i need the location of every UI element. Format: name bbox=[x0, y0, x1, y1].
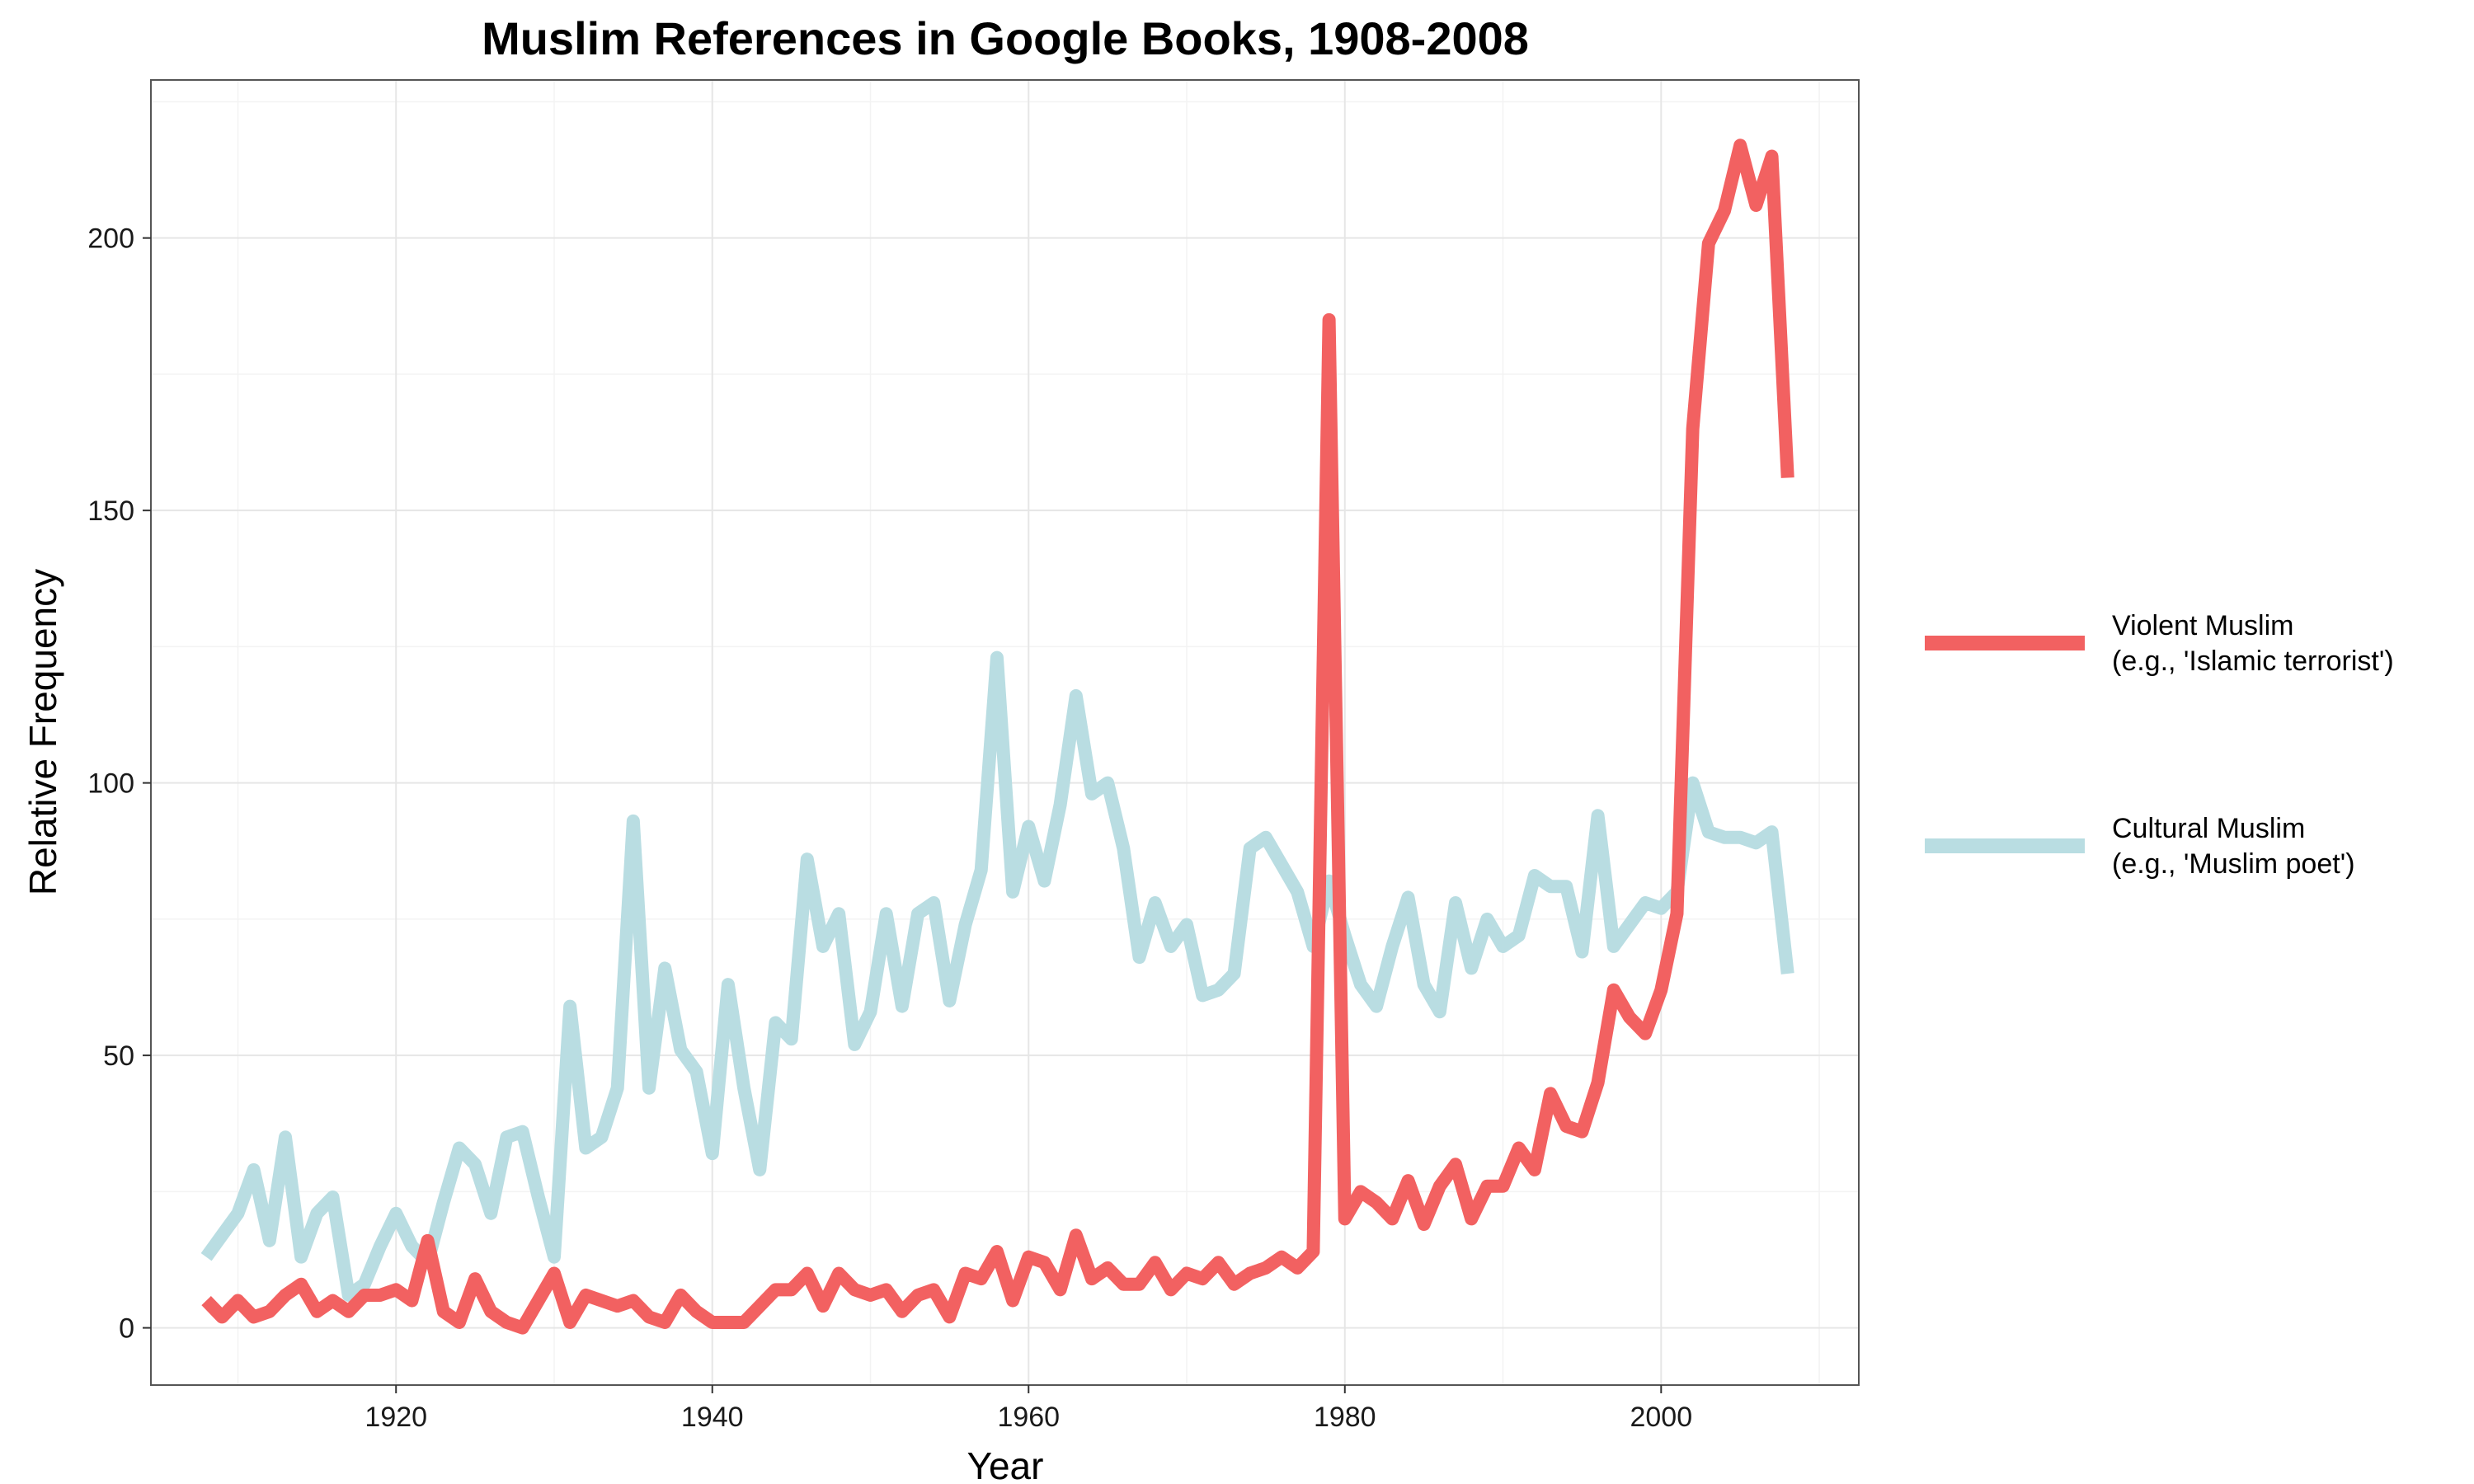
y-axis-title: Relative Frequency bbox=[21, 569, 64, 895]
x-tick-label: 1920 bbox=[365, 1402, 427, 1433]
legend: Violent Muslim (e.g., 'Islamic terrorist'… bbox=[1925, 610, 2394, 880]
chart-title: Muslim References in Google Books, 1908-… bbox=[482, 12, 1529, 64]
x-tick-label: 1980 bbox=[1314, 1402, 1376, 1433]
minor-gridlines bbox=[151, 80, 1859, 1385]
y-tick-label: 200 bbox=[87, 223, 134, 255]
y-tick-label: 150 bbox=[87, 495, 134, 527]
x-tick-label: 1960 bbox=[997, 1402, 1060, 1433]
legend-sublabel-cultural-muslim: (e.g., 'Muslim poet') bbox=[2112, 848, 2355, 880]
x-axis-title: Year bbox=[967, 1444, 1044, 1484]
x-axis: 1920 1940 1960 1980 2000 bbox=[365, 1385, 1692, 1433]
y-tick-label: 0 bbox=[119, 1313, 134, 1345]
x-tick-label: 1940 bbox=[681, 1402, 744, 1433]
series-line-cultural-muslim bbox=[200, 650, 1794, 1302]
plot-border bbox=[150, 79, 1860, 1386]
x-tick-label: 2000 bbox=[1630, 1402, 1692, 1433]
legend-label-violent-muslim: Violent Muslim bbox=[2112, 610, 2293, 641]
series-lines bbox=[200, 139, 1794, 1335]
legend-label-cultural-muslim: Cultural Muslim bbox=[2112, 813, 2305, 844]
y-tick-label: 50 bbox=[103, 1040, 134, 1072]
y-tick-label: 100 bbox=[87, 768, 134, 800]
legend-sublabel-violent-muslim: (e.g., 'Islamic terrorist') bbox=[2112, 646, 2394, 677]
series-line-violent-muslim bbox=[201, 139, 1794, 1335]
y-axis: 0 50 100 150 200 bbox=[87, 223, 151, 1345]
plot-panel bbox=[150, 79, 1860, 1386]
